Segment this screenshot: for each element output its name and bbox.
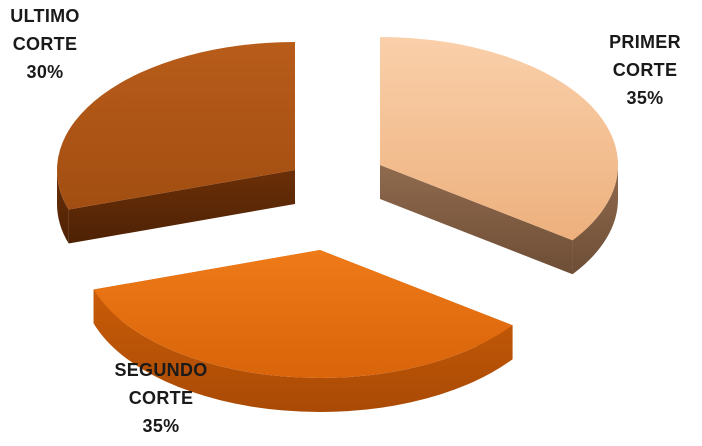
slice-label-ultimo-line1: ULTIMO (0, 2, 90, 30)
slice-label-ultimo-line2: CORTE (0, 30, 90, 58)
slice-value-segundo-corte: 35% (96, 412, 226, 440)
slice-value-ultimo-corte: 30% (0, 58, 90, 86)
slice-label-primer-line2: CORTE (590, 56, 700, 84)
slice-label-segundo-corte: SEGUNDO CORTE 35% (96, 356, 226, 440)
slice-value-primer-corte: 35% (590, 84, 700, 112)
slice-label-primer-corte: PRIMER CORTE 35% (590, 28, 700, 112)
slice-label-ultimo-corte: ULTIMO CORTE 30% (0, 2, 90, 86)
slice-label-segundo-line1: SEGUNDO (96, 356, 226, 384)
slice-label-segundo-line2: CORTE (96, 384, 226, 412)
slice-label-primer-line1: PRIMER (590, 28, 700, 56)
